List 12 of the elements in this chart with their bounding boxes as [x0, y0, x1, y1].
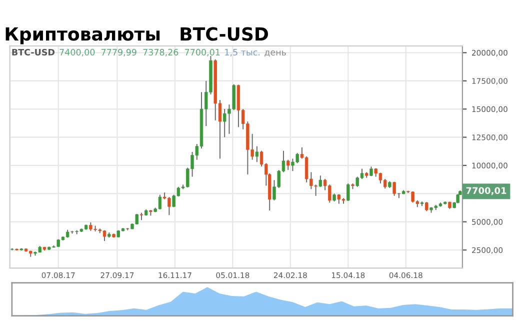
candlestick [255, 146, 259, 163]
annotation: день [264, 50, 286, 57]
chart-title: Криптовалюты [6, 27, 160, 44]
annotation: BTC-USD [12, 48, 55, 56]
candlestick [346, 182, 350, 202]
annotation: 7700,01 [466, 187, 506, 196]
chart-subtitle: BTC-USD [180, 27, 268, 41]
candlestick [286, 159, 290, 170]
candlestick [318, 175, 322, 188]
candlestick [425, 202, 428, 212]
annotation: 1,5 тыс. [225, 49, 260, 56]
annotation: 7400,00 7779,99 7378,26 7700,01 [60, 48, 220, 56]
